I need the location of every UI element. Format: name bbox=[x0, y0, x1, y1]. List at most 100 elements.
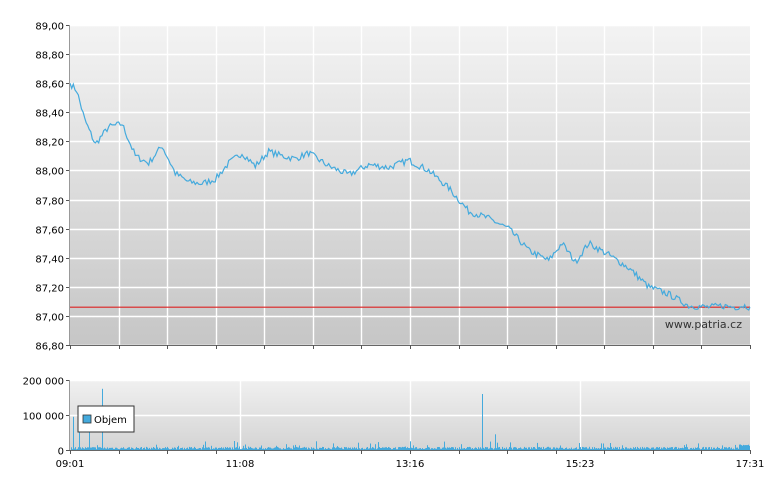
volume-bar bbox=[614, 448, 615, 450]
volume-bar bbox=[355, 448, 356, 450]
volume-bar bbox=[671, 447, 672, 450]
volume-bar bbox=[213, 448, 214, 450]
volume-y-ticks: 200 000 100 000 0 bbox=[23, 377, 70, 458]
volume-bar bbox=[198, 448, 199, 450]
volume-bar bbox=[314, 448, 315, 450]
volume-bar bbox=[319, 447, 320, 450]
volume-bar bbox=[246, 447, 247, 450]
volume-bar bbox=[152, 448, 153, 450]
volume-bar bbox=[527, 449, 528, 450]
volume-bar bbox=[600, 448, 601, 450]
volume-bar bbox=[169, 449, 170, 450]
volume-bar bbox=[505, 448, 506, 450]
volume-bar bbox=[206, 447, 207, 450]
x-tick-label: 15:23 bbox=[566, 459, 595, 470]
volume-bar bbox=[185, 449, 186, 450]
volume-bar bbox=[189, 446, 190, 450]
volume-bar bbox=[589, 446, 590, 450]
y-tick-label: 86,80 bbox=[35, 342, 64, 353]
volume-bar bbox=[540, 447, 541, 450]
volume-bar bbox=[99, 447, 100, 450]
volume-bar bbox=[216, 447, 217, 450]
volume-bar bbox=[670, 447, 671, 450]
volume-bar bbox=[492, 448, 493, 450]
volume-bar bbox=[681, 448, 682, 450]
volume-bar bbox=[407, 447, 408, 450]
volume-bar bbox=[113, 448, 114, 450]
volume-bar bbox=[525, 447, 526, 450]
volume-bar bbox=[101, 447, 102, 450]
volume-bar bbox=[295, 444, 296, 450]
volume-bar bbox=[330, 448, 331, 450]
volume-bar bbox=[609, 448, 610, 450]
volume-bar bbox=[92, 447, 93, 450]
volume-bar bbox=[484, 448, 485, 450]
x-tick-label: 17:31 bbox=[736, 459, 765, 470]
volume-bar bbox=[699, 448, 700, 450]
volume-bar bbox=[495, 434, 496, 451]
volume-bar bbox=[280, 448, 281, 450]
volume-bar bbox=[205, 441, 206, 450]
volume-bar bbox=[128, 447, 129, 450]
volume-bar bbox=[725, 447, 726, 450]
volume-bar bbox=[733, 448, 734, 450]
volume-bar bbox=[279, 448, 280, 450]
volume-bar bbox=[608, 447, 609, 450]
volume-bar bbox=[170, 449, 171, 450]
x-tick-label: 09:01 bbox=[56, 459, 85, 470]
volume-legend: Objem bbox=[77, 405, 135, 433]
volume-bar bbox=[104, 447, 105, 450]
volume-bar bbox=[439, 447, 440, 450]
volume-bar bbox=[625, 447, 626, 450]
volume-bar bbox=[417, 448, 418, 450]
volume-bar bbox=[738, 448, 739, 450]
volume-bar bbox=[150, 449, 151, 450]
volume-bar bbox=[93, 447, 94, 450]
volume-bar bbox=[296, 446, 297, 450]
volume-bar bbox=[182, 447, 183, 450]
volume-bar bbox=[519, 448, 520, 450]
volume-bar bbox=[109, 447, 110, 450]
volume-bar bbox=[209, 447, 210, 450]
volume-bar bbox=[333, 443, 334, 450]
volume-bar bbox=[78, 447, 79, 450]
volume-bar bbox=[507, 449, 508, 450]
volume-bar bbox=[167, 446, 168, 450]
volume-bar bbox=[370, 443, 371, 450]
volume-bar bbox=[392, 449, 393, 450]
volume-bar bbox=[244, 448, 245, 450]
volume-bar bbox=[274, 447, 275, 450]
volume-bar bbox=[91, 447, 92, 450]
volume-bar bbox=[377, 448, 378, 450]
volume-bar bbox=[107, 447, 108, 450]
volume-bar bbox=[545, 448, 546, 450]
volume-bar bbox=[538, 447, 539, 450]
volume-bar bbox=[547, 446, 548, 450]
volume-bar bbox=[339, 447, 340, 450]
volume-bar bbox=[270, 447, 271, 450]
volume-bar bbox=[155, 448, 156, 450]
volume-bar bbox=[501, 449, 502, 450]
volume-bar bbox=[427, 445, 428, 450]
volume-bar bbox=[228, 448, 229, 450]
volume-bar bbox=[143, 448, 144, 450]
volume-bar bbox=[344, 447, 345, 450]
volume-bar bbox=[202, 447, 203, 450]
volume-bar bbox=[456, 449, 457, 450]
volume-bar bbox=[705, 447, 706, 450]
volume-bar bbox=[656, 447, 657, 450]
volume-bar bbox=[560, 445, 561, 450]
volume-bar bbox=[488, 448, 489, 450]
volume-bar bbox=[239, 446, 240, 450]
y-tick-label: 87,00 bbox=[35, 313, 64, 324]
volume-bar bbox=[648, 447, 649, 450]
volume-bar bbox=[693, 447, 694, 450]
volume-bar bbox=[726, 447, 727, 450]
volume-bar bbox=[581, 449, 582, 450]
volume-bar bbox=[251, 447, 252, 450]
volume-bar bbox=[700, 449, 701, 450]
volume-bar bbox=[498, 447, 499, 450]
volume-bar bbox=[706, 447, 707, 450]
volume-bar bbox=[684, 445, 685, 450]
